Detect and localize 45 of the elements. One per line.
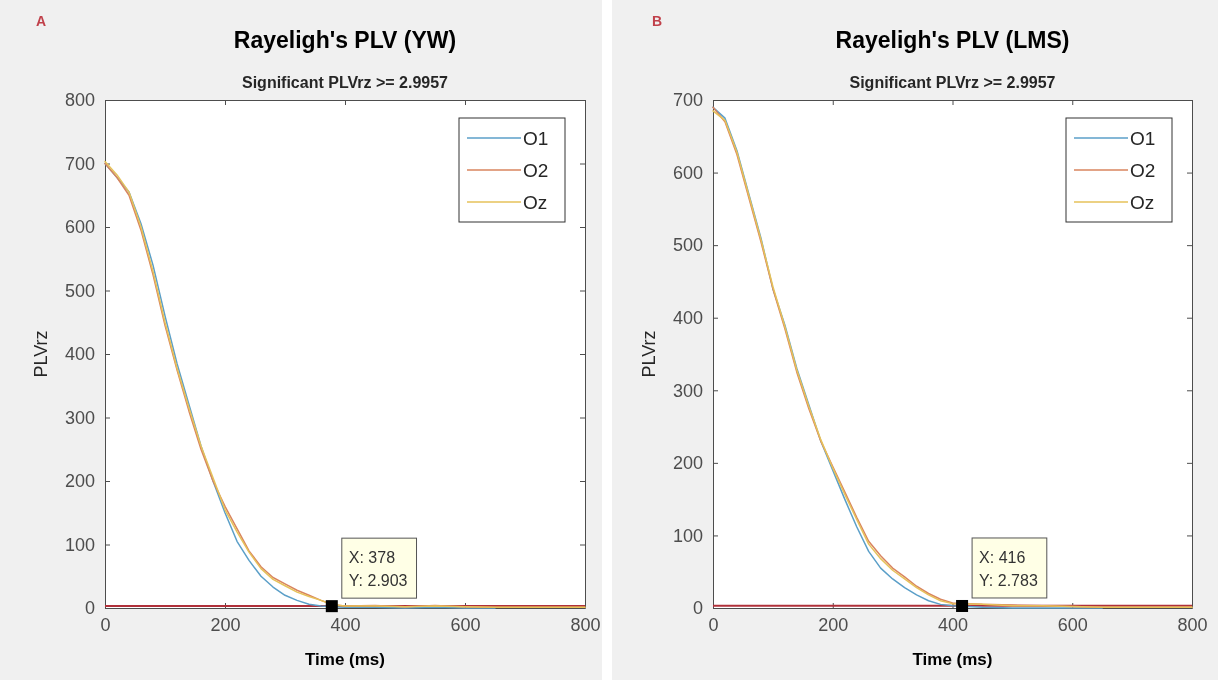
annotation: X: 378 Y: 2.903: [348, 549, 408, 590]
legend-label: O2: [523, 160, 549, 181]
annotation: X: 416 Y: 2.783: [979, 548, 1038, 589]
chart-title: Rayeligh's PLV (YW): [233, 27, 457, 53]
legend-label: O2: [1130, 160, 1156, 181]
legend-label: Oz: [1130, 192, 1155, 213]
y-tick-label: 600: [672, 162, 703, 183]
text: A: [36, 13, 47, 29]
x-tick-label: 400: [330, 614, 361, 635]
chart-title: Rayeligh's PLV (LMS): [835, 27, 1070, 53]
x-tick-label: 0: [100, 614, 111, 635]
x-tick-label: 800: [1177, 614, 1208, 635]
y-tick-label: 400: [672, 307, 703, 328]
y-tick-label: 300: [64, 407, 95, 428]
y-tick-label: 500: [64, 280, 95, 301]
y-tick-label: 300: [672, 380, 703, 401]
legend-label: Oz: [523, 192, 548, 213]
x-axis-title: Time (ms): [305, 650, 385, 669]
y-tick-label: 200: [64, 471, 95, 492]
y-tick-label: 100: [64, 534, 95, 555]
chart-subtitle: Significant PLVrz >= 2.9957: [849, 74, 1056, 91]
x-tick-label: 200: [210, 614, 241, 635]
x-tick-label: 400: [937, 614, 969, 635]
y-axis-title: PLVrz: [639, 330, 659, 378]
y-axis-title: PLVrz: [31, 330, 51, 378]
y-tick-label: 800: [64, 90, 95, 111]
y-tick-label: 0: [84, 598, 95, 619]
x-tick-label: 600: [450, 614, 481, 635]
y-tick-label: 700: [64, 153, 95, 174]
x-tick-label: 0: [708, 614, 719, 635]
x-tick-label: 800: [570, 614, 601, 635]
legend-label: O1: [523, 128, 549, 149]
text: B: [652, 13, 663, 29]
y-tick-label: 500: [672, 235, 703, 256]
y-tick-label: 400: [64, 344, 95, 365]
x-axis-title: Time (ms): [912, 650, 993, 669]
y-tick-label: 100: [672, 525, 703, 546]
x-tick-label: 200: [818, 614, 849, 635]
y-tick-label: 0: [692, 598, 703, 619]
y-tick-label: 200: [672, 453, 703, 474]
y-tick-label: 700: [672, 90, 703, 111]
x-tick-label: 600: [1057, 614, 1088, 635]
y-tick-label: 600: [64, 217, 95, 238]
chart-subtitle: Significant PLVrz >= 2.9957: [241, 74, 449, 91]
legend-label: O1: [1130, 128, 1156, 149]
